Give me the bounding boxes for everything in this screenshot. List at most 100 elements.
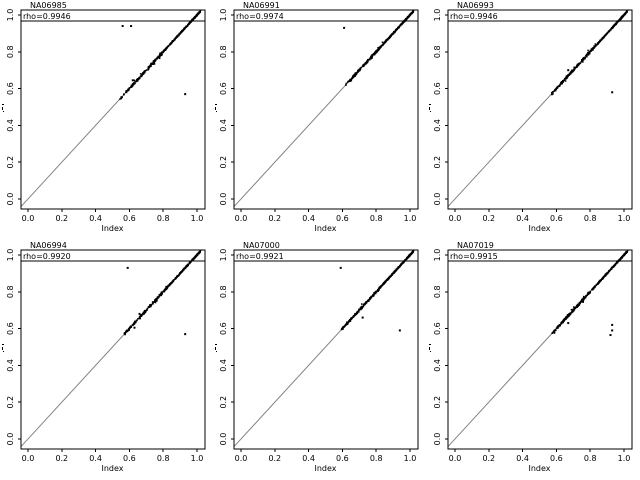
x-tick-label: 0.0 — [22, 454, 35, 463]
x-tick-label: 1.0 — [191, 214, 204, 223]
x-tick-label: 0.8 — [370, 214, 383, 223]
y-tick-label: 1.0 — [219, 9, 228, 22]
x-tick-label: 0.8 — [584, 214, 597, 223]
x-tick-label: 0.0 — [235, 454, 248, 463]
y-tick-label: 0.8 — [6, 45, 15, 58]
x-tick-label: 0.6 — [550, 214, 563, 223]
y-axis-label-fragment — [1, 104, 4, 113]
y-tick-label: 1.0 — [219, 249, 228, 262]
x-tick-label: 0.6 — [550, 454, 563, 463]
x-tick-label: 0.8 — [157, 454, 170, 463]
rho-annotation: rho=0.9974 — [236, 12, 284, 21]
y-tick-label: 0.0 — [219, 193, 228, 206]
x-tick-label: 0.2 — [269, 214, 282, 223]
outlier-point — [610, 323, 613, 326]
x-tick-label: 0.2 — [482, 214, 495, 223]
plot-title: NA06993 — [457, 1, 494, 10]
plot-box — [20, 9, 206, 210]
outlier-point — [184, 333, 187, 336]
y-tick-label: 0.8 — [6, 285, 15, 298]
data-points — [340, 250, 415, 332]
x-tick-label: 1.0 — [404, 454, 417, 463]
y-tick-label: 1.0 — [6, 9, 15, 22]
subplot-NA06985: NA06985 rho=0.9946 0.0 0.2 0.4 0.6 0.8 1.0 0.0 0.… — [1, 1, 206, 233]
y-axis-label-fragment — [428, 344, 431, 353]
plot-area — [20, 250, 205, 447]
outlier-point — [343, 26, 346, 29]
y-tick-label: 0.4 — [219, 359, 228, 372]
y-tick-label: 1.0 — [433, 9, 442, 22]
rho-annotation: rho=0.9915 — [450, 252, 498, 261]
y-tick-label: 0.2 — [219, 156, 228, 169]
y-tick-label: 0.6 — [6, 322, 15, 335]
x-tick-label: 0.0 — [448, 214, 461, 223]
y-tick-label: 0.4 — [433, 359, 442, 372]
outlier-point — [362, 316, 365, 319]
x-axis-label: Index — [528, 464, 550, 473]
y-axis-label-fragment — [1, 344, 4, 353]
y-axis-label-fragment — [428, 104, 431, 113]
x-tick-label: 0.6 — [336, 454, 349, 463]
y-tick-label: 0.4 — [6, 119, 15, 132]
subplot-NA06993: NA06993 rho=0.9946 0.0 0.2 0.4 0.6 0.8 1.0 0.0 0.… — [428, 1, 633, 233]
x-tick-label: 0.4 — [89, 454, 102, 463]
y-tick-label: 0.4 — [6, 359, 15, 372]
x-tick-label: 0.2 — [55, 214, 68, 223]
outlier-point — [184, 93, 187, 96]
plot-title: NA07019 — [457, 241, 494, 250]
plot-title: NA06991 — [243, 1, 280, 10]
x-tick-label: 1.0 — [404, 214, 417, 223]
outlier-point — [340, 266, 343, 269]
plot-title: NA06985 — [30, 1, 67, 10]
y-tick-label: 0.6 — [6, 82, 15, 95]
x-tick-label: 0.0 — [235, 214, 248, 223]
x-axis-label: Index — [102, 224, 124, 233]
outlier-point — [130, 25, 133, 28]
y-tick-label: 0.0 — [6, 193, 15, 206]
rho-annotation: rho=0.9920 — [23, 252, 71, 261]
outlier-point — [126, 266, 129, 269]
plot-title: NA07000 — [243, 241, 280, 250]
y-tick-label: 0.6 — [433, 82, 442, 95]
x-tick-label: 0.4 — [516, 454, 529, 463]
y-axis-label-fragment — [215, 104, 218, 113]
data-points — [551, 250, 628, 337]
outlier-point — [138, 312, 141, 315]
x-tick-label: 0.6 — [336, 214, 349, 223]
plot-area — [447, 10, 632, 207]
data-points — [343, 10, 415, 86]
y-tick-label: 0.8 — [433, 45, 442, 58]
y-tick-label: 0.0 — [433, 193, 442, 206]
x-axis-label: Index — [528, 224, 550, 233]
outlier-point — [121, 25, 124, 28]
y-tick-label: 0.2 — [6, 396, 15, 409]
y-tick-label: 0.6 — [219, 322, 228, 335]
x-tick-label: 0.8 — [157, 214, 170, 223]
plot-title: NA06994 — [30, 241, 67, 250]
x-tick-label: 1.0 — [191, 454, 204, 463]
x-tick-label: 0.4 — [89, 214, 102, 223]
y-tick-label: 0.0 — [6, 433, 15, 446]
plot-area — [20, 10, 205, 207]
data-points — [119, 10, 202, 100]
rho-annotation: rho=0.9921 — [236, 252, 284, 261]
plot-area — [447, 250, 632, 447]
y-tick-label: 0.8 — [219, 285, 228, 298]
outlier-point — [610, 91, 613, 94]
outlier-point — [131, 79, 134, 82]
rho-annotation: rho=0.9946 — [23, 12, 71, 21]
rho-annotation: rho=0.9946 — [450, 12, 498, 21]
y-tick-label: 0.0 — [219, 433, 228, 446]
x-tick-label: 0.2 — [482, 454, 495, 463]
subplot-NA06994: NA06994 rho=0.9920 0.0 0.2 0.4 0.6 0.8 1.0 0.0 0.… — [1, 241, 206, 473]
subplot-NA07019: NA07019 rho=0.9915 0.0 0.2 0.4 0.6 0.8 1.0 0.0 0.… — [428, 241, 633, 473]
plot-box — [233, 9, 419, 210]
x-tick-label: 0.0 — [22, 214, 35, 223]
outlier-point — [610, 329, 613, 332]
outlier-point — [609, 334, 612, 337]
y-tick-label: 0.4 — [219, 119, 228, 132]
x-tick-label: 0.8 — [370, 454, 383, 463]
y-axis-label-fragment — [215, 344, 218, 353]
x-axis-label: Index — [315, 224, 337, 233]
